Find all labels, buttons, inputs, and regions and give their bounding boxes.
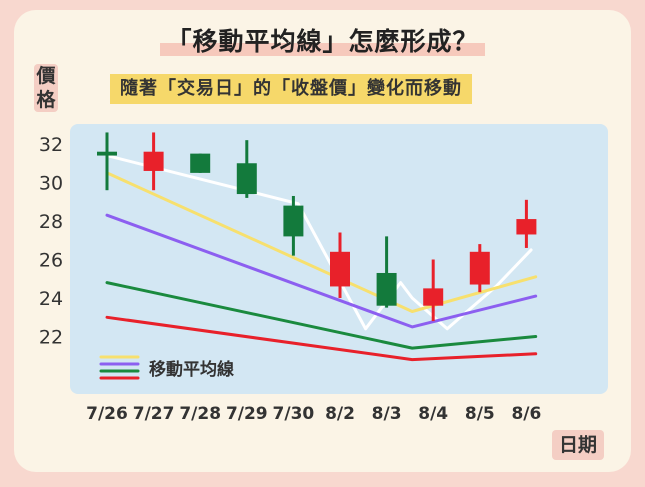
x-tick-7/29: 7/29 (226, 404, 268, 424)
y-tick-26: 26 (39, 250, 63, 272)
y-tick-24: 24 (39, 288, 63, 310)
x-tick-7/27: 7/27 (133, 404, 175, 424)
y-tick-32: 32 (39, 134, 63, 156)
x-tick-labels: 7/26 7/27 7/28 7/29 7/30 8/2 8/3 8/4 8/5 8/6 (86, 404, 541, 424)
candle-body-7/30 (283, 205, 304, 237)
chart-title: 「移動平均線」怎麼形成？ (0, 22, 645, 58)
series-layer (105, 154, 538, 362)
x-tick-8/4: 8/4 (418, 404, 448, 424)
series-line-0 (105, 154, 533, 331)
series-line-3 (105, 281, 538, 350)
series-line-4 (105, 315, 538, 362)
candle-body-7/26 (97, 151, 117, 156)
candle-body-7/28 (190, 153, 211, 173)
series-line-1 (105, 171, 538, 313)
y-tick-28: 28 (39, 211, 63, 233)
series-line-2 (105, 213, 538, 329)
y-tick-30: 30 (39, 173, 63, 195)
x-tick-8/5: 8/5 (465, 404, 495, 424)
x-tick-8/2: 8/2 (325, 404, 355, 424)
candle-layer (97, 132, 537, 322)
candle-body-8/4 (423, 288, 444, 306)
chart-subtitle: 隨著「交易日」的「收盤價」變化而移動 (110, 74, 472, 104)
legend: 移動平均線 (99, 355, 234, 380)
x-tick-7/28: 7/28 (179, 404, 221, 424)
candle-body-8/6 (516, 219, 537, 235)
candle-body-7/27 (143, 151, 164, 171)
x-tick-8/6: 8/6 (511, 404, 541, 424)
candle-body-7/29 (236, 163, 257, 195)
candle-body-8/3 (376, 272, 397, 306)
y-tick-22: 22 (39, 327, 63, 349)
legend-label: 移動平均線 (149, 359, 234, 380)
candle-body-8/5 (469, 251, 490, 285)
x-tick-7/30: 7/30 (273, 404, 315, 424)
y-axis-label: 價格 (34, 64, 58, 112)
x-axis-label: 日期 (552, 430, 605, 460)
x-tick-7/26: 7/26 (86, 404, 128, 424)
x-tick-8/3: 8/3 (372, 404, 402, 424)
candle-body-8/2 (330, 251, 350, 287)
y-tick-labels: 32 30 28 26 24 22 (39, 134, 63, 349)
